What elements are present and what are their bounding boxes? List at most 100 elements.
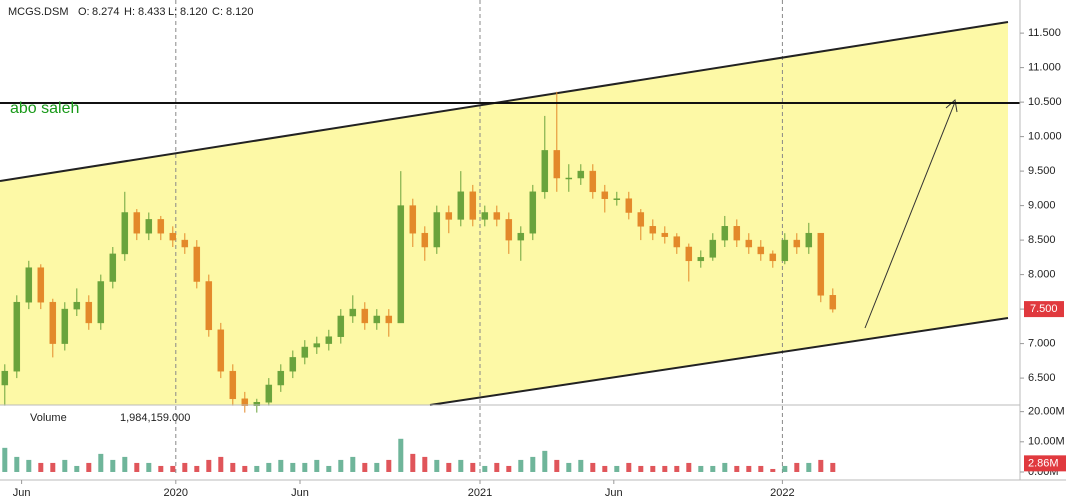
candle-body — [673, 236, 681, 248]
x-tick-label: 2022 — [770, 487, 794, 499]
candle-body — [241, 398, 249, 406]
volume-bar — [362, 462, 368, 472]
volume-bar — [482, 465, 488, 472]
legend-value: 8.433 — [138, 6, 166, 18]
x-tick-label: 2021 — [468, 487, 492, 499]
volume-bar — [74, 465, 80, 472]
volume-bar — [50, 462, 56, 472]
channel-lower — [429, 317, 1009, 406]
volume-bar — [386, 459, 392, 472]
volume-bar — [314, 459, 320, 472]
candle-body — [793, 239, 801, 248]
candle-body — [613, 198, 621, 200]
candle-body — [805, 232, 813, 248]
legend-value: 8.274 — [92, 6, 120, 18]
candle-body — [97, 281, 105, 324]
volume-title: Volume — [30, 412, 67, 424]
candle-body — [37, 267, 45, 303]
candle-body — [1, 370, 9, 386]
volume-bar — [494, 462, 500, 472]
volume-bar — [818, 459, 824, 472]
legend-prefix: O: — [78, 6, 90, 18]
candle-body — [433, 212, 441, 248]
candle-body — [493, 212, 501, 220]
candle-body — [505, 219, 513, 241]
volume-bar — [134, 462, 140, 472]
candle-body — [517, 232, 525, 241]
candle-body — [193, 246, 201, 282]
annotation: abo saleh — [10, 100, 79, 117]
volume-bar — [686, 462, 692, 472]
volume-bar — [722, 462, 728, 472]
volume-bar — [638, 465, 644, 472]
volume-bar — [806, 462, 812, 472]
candle-body — [409, 205, 417, 234]
volume-bar — [710, 465, 716, 472]
volume-bar — [578, 459, 584, 472]
volume-bar — [230, 462, 236, 472]
volume-bar — [398, 438, 404, 472]
volume-bar — [26, 459, 32, 472]
y-tick-label: 8.500 — [1028, 234, 1056, 246]
candle-body — [553, 150, 561, 179]
legend-value: 8.120 — [180, 6, 208, 18]
volume-bar — [110, 459, 116, 472]
last-volume-label: 2.86M — [1028, 457, 1059, 469]
y-tick-label: 11.500 — [1028, 27, 1061, 39]
candle-body — [385, 315, 393, 324]
candle-body — [337, 315, 345, 337]
candle-body — [421, 232, 429, 248]
candle-body — [457, 191, 465, 220]
candle-body — [757, 246, 765, 255]
volume-bar — [218, 456, 224, 472]
volume-bar — [650, 465, 656, 472]
volume-bar — [206, 459, 212, 472]
volume-bar — [86, 462, 92, 472]
y-tick-label: 10.500 — [1028, 96, 1062, 108]
candle-body — [13, 301, 21, 372]
candle-body — [85, 301, 93, 324]
candle-body — [229, 370, 237, 400]
volume-tick-label: 10.00M — [1028, 436, 1065, 448]
volume-tick-label: 20.00M — [1028, 406, 1065, 418]
candle-body — [109, 253, 117, 282]
volume-bar — [458, 459, 464, 472]
arrow-head — [945, 99, 958, 113]
legend-prefix: C: — [212, 6, 223, 18]
ohlc-legend: MCGS.DSM O: 8.274 H: 8.433 L: 8.120 C: 8… — [8, 6, 254, 18]
candle-body — [277, 370, 285, 386]
x-tick-label: 2020 — [164, 487, 188, 499]
volume-bar — [470, 462, 476, 472]
candle-body — [25, 267, 33, 303]
candle-body — [829, 295, 837, 310]
volume-bar — [14, 456, 20, 472]
y-tick-label: 11.000 — [1028, 62, 1061, 74]
candle-body — [709, 239, 717, 258]
candle-body — [601, 191, 609, 199]
volume-bar — [242, 465, 248, 472]
volume-bar — [566, 462, 572, 472]
volume-bar — [674, 465, 680, 472]
y-tick-label: 9.500 — [1028, 165, 1056, 177]
y-tick-label: 6.500 — [1028, 372, 1056, 384]
volume-readout: 1,984,159.000 — [120, 412, 190, 424]
candle-body — [373, 315, 381, 324]
candle-body — [625, 198, 633, 213]
x-tick-label: Jun — [605, 487, 623, 499]
volume-bar — [170, 465, 176, 472]
candle-body — [361, 308, 369, 324]
volume-bar — [530, 456, 536, 472]
candle-body — [265, 384, 273, 403]
candle-body — [181, 239, 189, 248]
legend-prefix: L: — [168, 6, 177, 18]
candle-body — [637, 212, 645, 227]
volume-bar — [98, 453, 104, 472]
volume-bar — [326, 465, 332, 472]
volume-bar — [782, 465, 788, 472]
arrow-line — [864, 101, 956, 329]
candle-body — [577, 170, 585, 179]
volume-bar — [38, 462, 44, 472]
volume-bar — [614, 465, 620, 472]
volume-bar — [278, 459, 284, 472]
candle-body — [661, 232, 669, 237]
